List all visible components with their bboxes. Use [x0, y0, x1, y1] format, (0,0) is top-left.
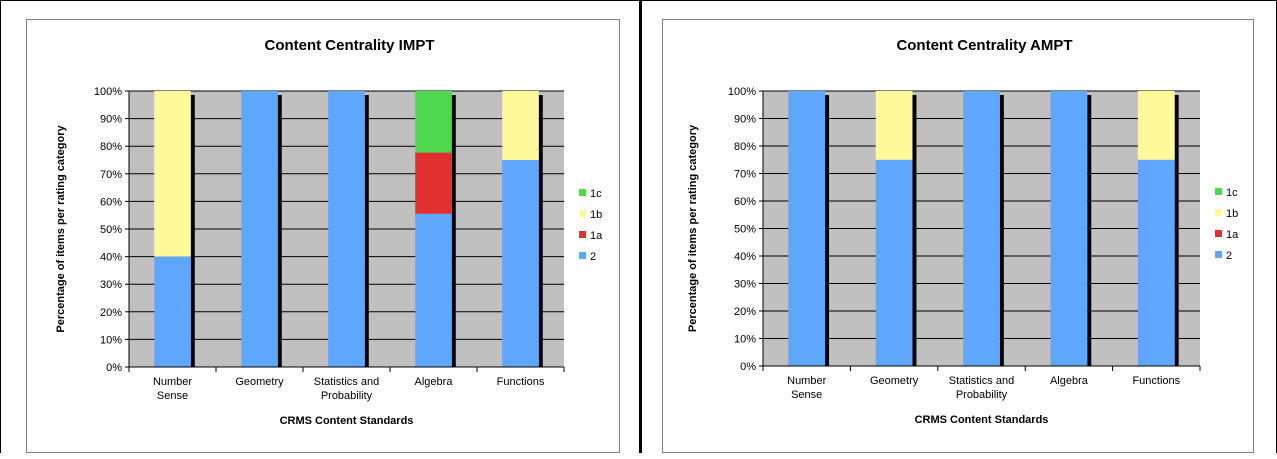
y-tick-label: 50% [100, 224, 122, 236]
y-tick-label: 30% [100, 279, 122, 291]
x-tick-label: Number [787, 375, 826, 387]
x-tick-label: Sense [157, 390, 188, 402]
x-tick-label: Probability [321, 390, 373, 402]
bar-shadow [277, 95, 282, 367]
bar-2 [328, 91, 365, 367]
legend-label-1a: 1a [1226, 229, 1239, 241]
x-tick-label: Algebra [1050, 375, 1089, 387]
legend-label-1c: 1c [1226, 187, 1238, 199]
bar-2 [963, 91, 1000, 366]
y-tick-label: 40% [734, 251, 756, 263]
legend-swatch-1b [1215, 209, 1222, 216]
y-tick-label: 10% [100, 334, 122, 346]
legend-swatch-2 [579, 252, 586, 259]
bar-1b [502, 91, 539, 160]
bar-shadow [825, 95, 830, 366]
bar-2 [1137, 159, 1175, 366]
x-tick-label: Geometry [235, 376, 284, 388]
y-tick-label: 60% [734, 196, 756, 208]
x-tick-label: Sense [791, 389, 822, 401]
chart-ampt: Content Centrality AMPT 0% 10% 20% 30% 40% 50%… [687, 37, 1239, 426]
x-tick-label: Algebra [415, 376, 454, 388]
legend-label-1c: 1c [590, 188, 602, 200]
bar-2 [415, 213, 452, 367]
bar-shadow [912, 95, 917, 366]
y-tick-label: 40% [100, 252, 122, 264]
bar-shadow [538, 95, 543, 367]
legend-label-1a: 1a [590, 230, 603, 242]
y-tick-label: 90% [734, 114, 756, 126]
bar-2 [502, 160, 539, 367]
bar-1b [154, 91, 191, 257]
chart-frame-ampt: Content Centrality AMPT 0% 10% 20% 30% 40% 50%… [662, 19, 1254, 453]
x-axis-title: CRMS Content Standards [915, 414, 1049, 426]
bar-2 [875, 159, 913, 366]
chart-title: Content Centrality IMPT [264, 37, 434, 54]
x-tick-label: Functions [1132, 375, 1180, 387]
y-tick-label: 10% [734, 334, 756, 346]
x-tick-label: Number [153, 376, 192, 388]
bar-shadow [364, 95, 369, 367]
bar-2 [154, 256, 191, 367]
legend-label-1b: 1b [1226, 208, 1238, 220]
y-tick-label: 0% [106, 362, 122, 374]
x-tick-label: Functions [497, 376, 545, 388]
x-tick-label: Statistics and [949, 375, 1014, 387]
y-tick-label: 30% [734, 279, 756, 291]
y-tick-label: 0% [740, 361, 756, 373]
table-border-top [0, 0, 1277, 1]
y-tick-label: 100% [728, 86, 756, 98]
bar-shadow [1087, 95, 1092, 366]
y-axis-title: Percentage of items per rating category [55, 125, 67, 333]
y-tick-label: 50% [734, 224, 756, 236]
table-border-left [0, 0, 1, 453]
table-divider [639, 0, 642, 453]
bar-1b [875, 91, 913, 160]
legend-swatch-2 [1215, 251, 1222, 258]
y-tick-label: 90% [100, 114, 122, 126]
chart-frame-impt: Content Centrality IMPT 0% 10% 20% 30% 40% 50%… [26, 19, 620, 453]
x-tick-label: Statistics and [314, 376, 379, 388]
x-tick-label: Geometry [870, 375, 919, 387]
y-axis-title: Percentage of items per rating category [687, 124, 699, 332]
y-tick-label: 80% [100, 141, 122, 153]
legend-label-2: 2 [1226, 250, 1232, 262]
bar-2 [1050, 91, 1088, 366]
bar-shadow [190, 95, 195, 367]
y-tick-label: 80% [734, 141, 756, 153]
bar-1b [1137, 91, 1175, 160]
bar-1c [415, 91, 452, 153]
bar-2 [788, 91, 826, 366]
bar-2 [241, 91, 278, 367]
x-axis-title: CRMS Content Standards [280, 415, 414, 427]
chart-impt: Content Centrality IMPT 0% 10% 20% 30% 40% 50%… [55, 37, 603, 427]
y-tick-label: 60% [100, 196, 122, 208]
bar-shadow [1174, 95, 1179, 366]
bar-1a [415, 152, 452, 214]
y-tick-label: 20% [734, 306, 756, 318]
legend-swatch-1b [579, 210, 586, 217]
chart-cell-impt: Content Centrality IMPT 0% 10% 20% 30% 40% 50%… [1, 0, 639, 453]
legend-label-1b: 1b [590, 209, 602, 221]
y-tick-label: 100% [94, 86, 122, 98]
y-tick-label: 20% [100, 307, 122, 319]
legend-label-2: 2 [590, 251, 596, 263]
y-tick-label: 70% [734, 169, 756, 181]
bar-shadow [999, 95, 1004, 366]
legend-swatch-1c [579, 189, 586, 196]
legend-swatch-1a [1215, 230, 1222, 237]
bar-shadow [451, 95, 456, 367]
x-tick-label: Probability [956, 389, 1008, 401]
legend-swatch-1c [1215, 188, 1222, 195]
legend-swatch-1a [579, 231, 586, 238]
chart-title: Content Centrality AMPT [896, 37, 1072, 54]
chart-cell-ampt: Content Centrality AMPT 0% 10% 20% 30% 40% 50%… [642, 0, 1276, 453]
y-tick-label: 70% [100, 169, 122, 181]
